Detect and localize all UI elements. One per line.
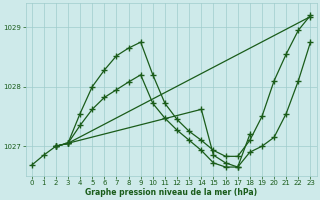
X-axis label: Graphe pression niveau de la mer (hPa): Graphe pression niveau de la mer (hPa) [85,188,257,197]
